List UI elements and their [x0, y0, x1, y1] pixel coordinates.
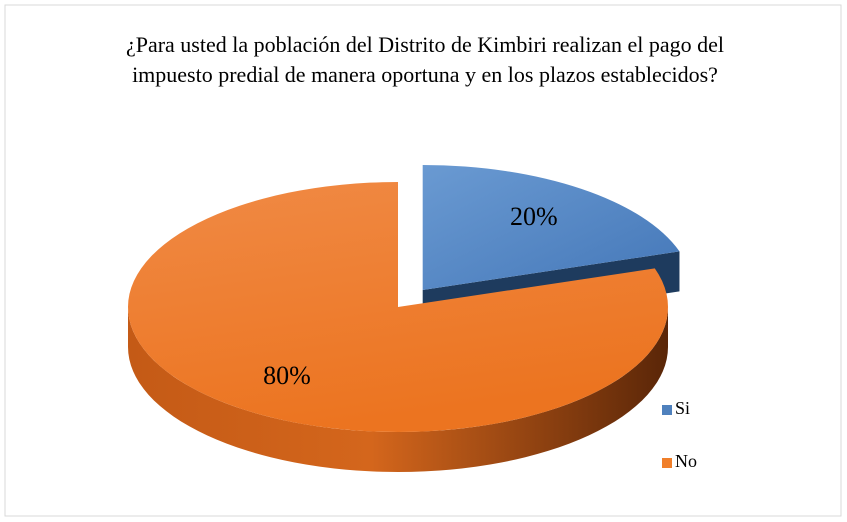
chart-title: ¿Para usted la población del Distrito de…: [125, 32, 725, 87]
legend-swatch: [662, 405, 672, 415]
legend-label: Si: [675, 398, 690, 418]
legend-label: No: [675, 451, 697, 471]
slice: [128, 182, 669, 432]
legend-swatch: [662, 458, 672, 468]
slice: [422, 165, 680, 291]
slice-side: [128, 307, 668, 472]
data-label: 20%: [510, 202, 558, 231]
data-label: 80%: [263, 361, 311, 390]
